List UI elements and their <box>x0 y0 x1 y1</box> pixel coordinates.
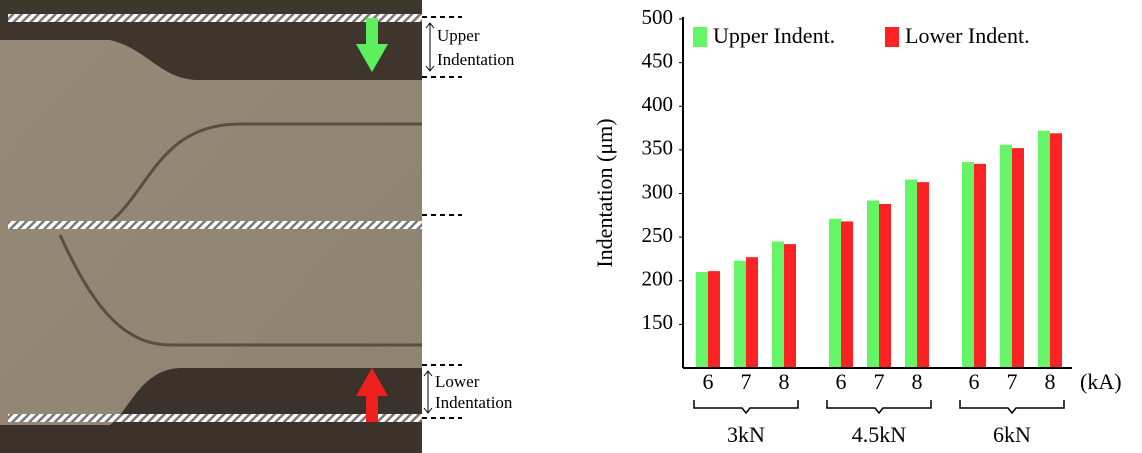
legend-label: Lower Indent. <box>905 23 1030 48</box>
chart: Indentation (μm) 150 200 250 300 350 400 450 50… <box>592 5 1122 447</box>
legend-swatch <box>693 27 707 47</box>
y-tick-label: 500 <box>642 5 674 29</box>
x-tick-label: 8 <box>1045 369 1056 394</box>
annotation: Indentation <box>435 393 513 412</box>
group-brace <box>694 400 798 413</box>
hatch-line <box>8 221 422 229</box>
bar <box>962 162 974 368</box>
bar <box>708 271 720 368</box>
bar <box>879 204 891 368</box>
y-tick-label: 250 <box>642 223 674 247</box>
bar <box>917 182 929 368</box>
y-tick-label: 200 <box>642 267 674 291</box>
bar <box>829 219 841 368</box>
page: Upper Indentation Lower Indentation Inde… <box>0 0 1142 453</box>
x-tick-label: 8 <box>779 369 790 394</box>
bar <box>772 241 784 368</box>
group-brace <box>827 400 931 413</box>
x-tick-label: 6 <box>836 369 847 394</box>
x-unit: (kA) <box>1080 369 1122 394</box>
x-tick-label: 8 <box>912 369 923 394</box>
x-tick-label: 6 <box>969 369 980 394</box>
bar <box>734 261 746 368</box>
x-tick-label: 6 <box>703 369 714 394</box>
bar <box>1012 148 1024 368</box>
y-tick-label: 300 <box>642 179 674 203</box>
annotation: Upper <box>437 26 480 45</box>
y-tick-label: 400 <box>642 92 674 116</box>
group-label: 3kN <box>727 422 765 447</box>
x-tick-label: 7 <box>1007 369 1018 394</box>
y-axis-label: Indentation (μm) <box>592 118 617 267</box>
dotted-lines <box>422 17 462 418</box>
y-tick-label: 150 <box>642 310 674 334</box>
x-tick-label: 7 <box>741 369 752 394</box>
hatch-line <box>8 14 422 22</box>
bar <box>867 200 879 368</box>
bar <box>905 180 917 368</box>
y-tick-label: 450 <box>642 48 674 72</box>
y-tick-label: 350 <box>642 136 674 160</box>
bar <box>974 164 986 368</box>
figure: Upper Indentation Lower Indentation Inde… <box>0 0 1142 453</box>
bar <box>1038 131 1050 368</box>
hatch-line <box>8 414 422 422</box>
group-label: 4.5kN <box>852 422 907 447</box>
legend-swatch <box>885 27 899 47</box>
bar <box>746 257 758 368</box>
legend-label: Upper Indent. <box>713 23 835 48</box>
bar <box>784 244 796 368</box>
bar <box>841 221 853 368</box>
annotation: Indentation <box>437 50 515 69</box>
lower-dimension <box>424 371 432 413</box>
annotation: Lower <box>435 372 480 391</box>
micrograph: Upper Indentation Lower Indentation <box>0 0 515 453</box>
upper-dimension <box>426 23 434 71</box>
bar <box>696 272 708 368</box>
group-label: 6kN <box>993 422 1031 447</box>
x-tick-label: 7 <box>874 369 885 394</box>
bar <box>1050 133 1062 368</box>
group-brace <box>960 400 1064 413</box>
bar <box>1000 145 1012 368</box>
